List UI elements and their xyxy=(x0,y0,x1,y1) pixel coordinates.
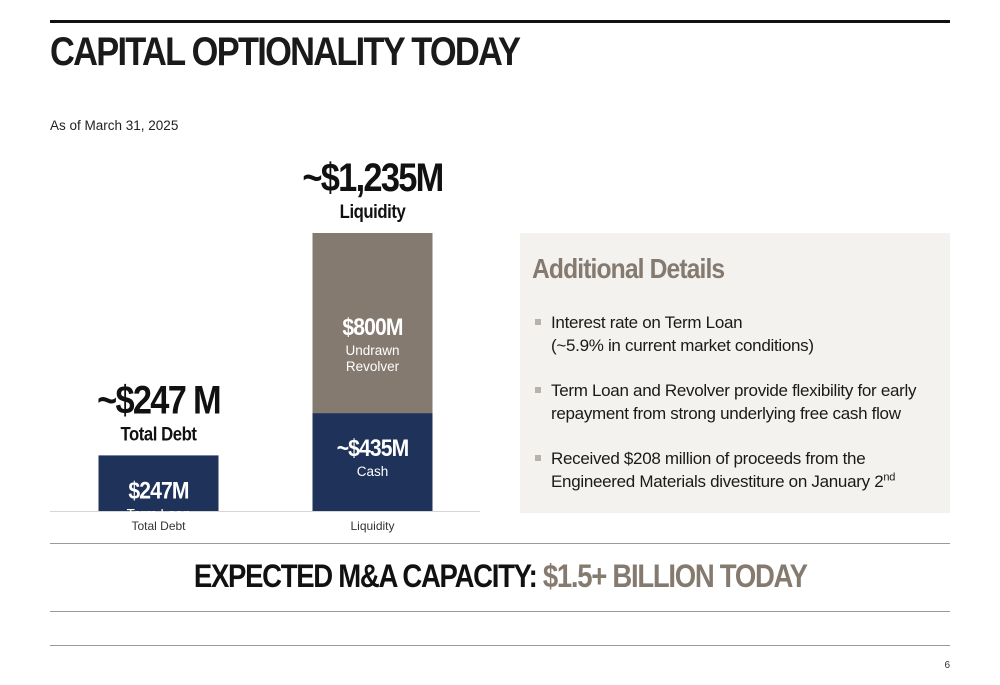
detail-line-with-sup: Engineered Materials divestiture on Janu… xyxy=(551,470,942,493)
category-tick-label: Liquidity xyxy=(350,519,394,533)
total-sub-label: Liquidity xyxy=(340,201,406,222)
detail-line-text: Engineered Materials divestiture on Janu… xyxy=(551,472,884,491)
capacity-lead: EXPECTED M&A CAPACITY: xyxy=(193,558,538,594)
ordinal-suffix: nd xyxy=(883,471,896,484)
bar-segment-base xyxy=(312,413,433,511)
bar-value-label: $247M xyxy=(128,477,188,504)
detail-line: Term Loan and Revolver provide flexibili… xyxy=(551,381,917,400)
detail-line: (~5.9% in current market conditions) xyxy=(551,336,814,355)
divider-rule xyxy=(50,543,950,544)
category-tick-label: Total Debt xyxy=(131,519,186,533)
bar-value-label: ~$435M xyxy=(337,435,409,462)
capacity-amount: $1.5+ BILLION TODAY xyxy=(542,558,808,594)
divider-rule xyxy=(50,645,950,646)
detail-item: Interest rate on Term Loan (~5.9% in cur… xyxy=(532,311,942,357)
detail-line: Received $208 million of proceeds from t… xyxy=(551,449,866,468)
square-bullet-icon xyxy=(535,319,541,325)
detail-item: Term Loan and Revolver provide flexibili… xyxy=(532,379,942,425)
bar-segment-base xyxy=(98,455,219,511)
detail-line: repayment from strong underlying free ca… xyxy=(551,404,901,423)
bar-sub-label: Undrawn xyxy=(345,343,399,358)
bar-segment-top xyxy=(312,233,433,414)
total-sub-label: Total Debt xyxy=(120,423,196,444)
square-bullet-icon xyxy=(535,387,541,393)
detail-line: Interest rate on Term Loan xyxy=(551,313,743,332)
additional-details-panel: Additional Details Interest rate on Term… xyxy=(520,233,950,513)
bar-value-label: $800M xyxy=(342,314,402,341)
divider-rule xyxy=(50,611,950,612)
page-title: CAPITAL OPTIONALITY TODAY xyxy=(50,30,521,74)
page-number: 6 xyxy=(944,660,950,671)
square-bullet-icon xyxy=(535,455,541,461)
top-rule xyxy=(50,20,950,23)
details-list: Interest rate on Term Loan (~5.9% in cur… xyxy=(532,311,942,515)
total-value-label: ~$247 M xyxy=(97,377,220,422)
ma-capacity-banner: EXPECTED M&A CAPACITY: $1.5+ BILLION TOD… xyxy=(0,558,1000,595)
details-title: Additional Details xyxy=(532,253,725,284)
detail-item: Received $208 million of proceeds from t… xyxy=(532,447,942,493)
bar-sub-label: Cash xyxy=(357,464,389,479)
bar-sub-label: Term Loan xyxy=(127,506,191,521)
total-value-label: ~$1,235M xyxy=(302,155,442,200)
bar-sub-label: Revolver xyxy=(346,359,400,374)
as-of-date: As of March 31, 2025 xyxy=(50,118,179,133)
